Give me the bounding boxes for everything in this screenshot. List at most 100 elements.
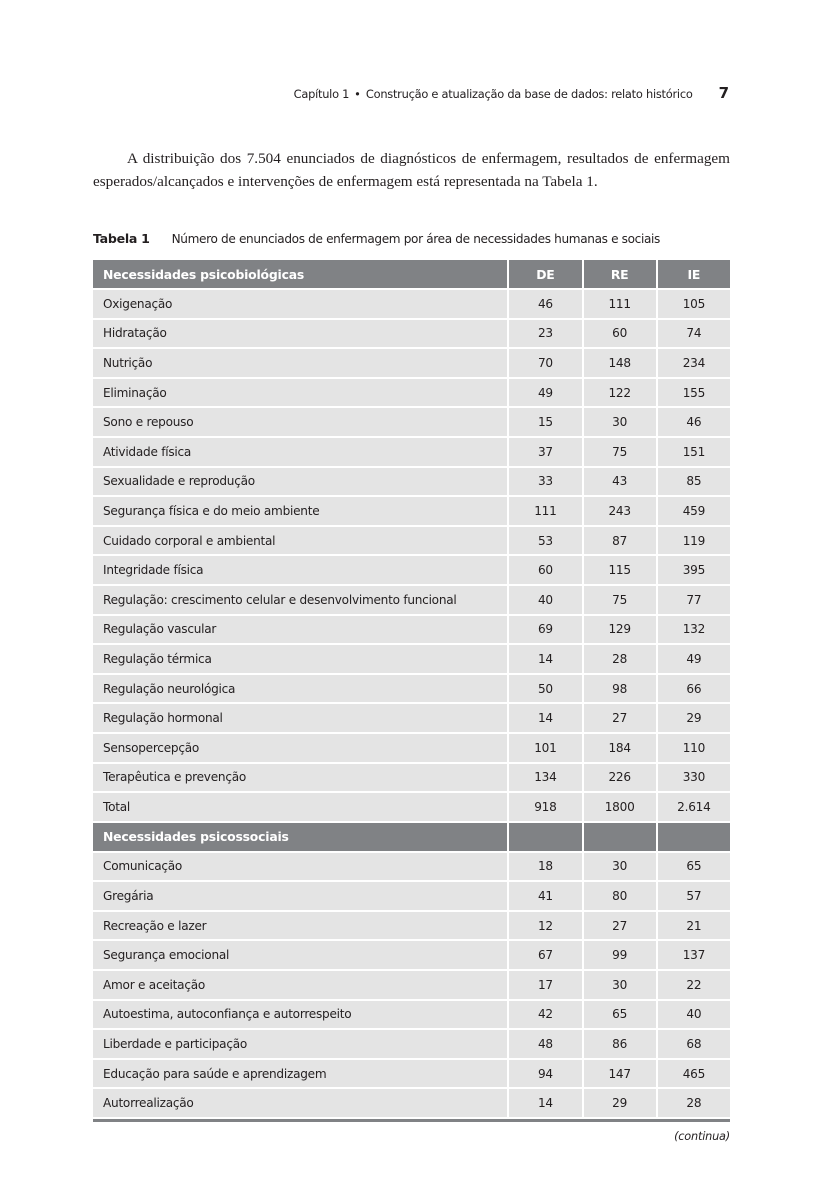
cell-re: 28 (581, 645, 656, 675)
cell-de: 18 (507, 852, 582, 883)
table-row: Regulação neurológica 50 98 66 (93, 674, 730, 705)
row-label: Educação para saúde e aprendizagem (93, 1059, 508, 1090)
cell-de: 94 (507, 1059, 582, 1090)
row-label: Eliminação (93, 378, 508, 409)
cell-de: 33 (507, 467, 582, 498)
row-label: Segurança física e do meio ambiente (93, 497, 508, 527)
cell-de: 40 (507, 585, 582, 616)
cell-ie: 105 (655, 290, 730, 320)
cell-de: 14 (507, 1089, 582, 1118)
table-row: Autorrealização 14 29 28 (93, 1089, 730, 1118)
cell-re: 27 (581, 704, 656, 734)
table-row: Amor e aceitação 17 30 22 (93, 971, 730, 1001)
row-label: Sono e repouso (93, 408, 508, 438)
table-row: Educação para saúde e aprendizagem 94 147 4… (93, 1059, 730, 1090)
section-header-spacer (655, 822, 730, 853)
table-row: Regulação: crescimento celular e desenvo… (93, 585, 730, 616)
continuation-note: (continua) (674, 1130, 730, 1144)
table-row: Gregária 41 80 57 (93, 882, 730, 912)
table-row: Integridade física 60 115 395 (93, 556, 730, 586)
row-label: Regulação neurológica (93, 674, 508, 705)
table-row: Segurança física e do meio ambiente 111 24… (93, 497, 730, 527)
cell-de: 111 (507, 497, 582, 527)
cell-de: 918 (507, 793, 582, 823)
table-row: Cuidado corporal e ambiental 53 87 119 (93, 526, 730, 557)
cell-ie: 155 (655, 378, 730, 409)
row-label: Regulação térmica (93, 645, 508, 675)
column-header-ie: IE (655, 260, 730, 290)
cell-ie: 74 (655, 319, 730, 350)
row-label: Regulação vascular (93, 615, 508, 646)
table-container: Necessidades psicobiológicas DE RE IE Oxigen… (93, 260, 730, 1162)
running-head-title: Construção e atualização da base de dado… (365, 87, 693, 101)
cell-re: 30 (581, 971, 656, 1001)
cell-de: 17 (507, 971, 582, 1001)
cell-re: 115 (581, 556, 656, 586)
table-row: Sensopercepção 101 184 110 (93, 733, 730, 764)
cell-re: 184 (581, 733, 656, 764)
cell-ie: 46 (655, 408, 730, 438)
table-row: Liberdade e participação 48 86 68 (93, 1030, 730, 1060)
row-label: Oxigenação (93, 290, 508, 320)
cell-de: 101 (507, 733, 582, 764)
row-label: Regulação hormonal (93, 704, 508, 734)
row-label: Cuidado corporal e ambiental (93, 526, 508, 557)
cell-re: 60 (581, 319, 656, 350)
cell-re: 147 (581, 1059, 656, 1090)
cell-de: 12 (507, 911, 582, 942)
table-row: Regulação vascular 69 129 132 (93, 615, 730, 646)
cell-ie: 21 (655, 911, 730, 942)
table-body: Necessidades psicobiológicas DE RE IE Oxigen… (93, 260, 730, 1118)
cell-re: 87 (581, 526, 656, 557)
cell-ie: 28 (655, 1089, 730, 1118)
cell-de: 53 (507, 526, 582, 557)
table-row: Oxigenação 46 111 105 (93, 290, 730, 320)
bullet-separator-icon: • (354, 87, 361, 101)
cell-re: 29 (581, 1089, 656, 1118)
cell-de: 41 (507, 882, 582, 912)
table-row: Terapêutica e prevenção 134 226 330 (93, 763, 730, 794)
table-caption-label: Tabela 1 (93, 231, 150, 246)
cell-re: 75 (581, 437, 656, 468)
section-header-spacer (507, 822, 582, 853)
table-row: Atividade física 37 75 151 (93, 437, 730, 468)
cell-de: 23 (507, 319, 582, 350)
cell-ie: 2.614 (655, 793, 730, 823)
page-number: 7 (718, 84, 729, 102)
row-label: Autoestima, autoconfiança e autorrespeit… (93, 1000, 508, 1031)
row-label: Amor e aceitação (93, 971, 508, 1001)
cell-ie: 49 (655, 645, 730, 675)
row-label: Comunicação (93, 852, 508, 883)
cell-re: 43 (581, 467, 656, 498)
table-row: Autoestima, autoconfiança e autorrespeit… (93, 1000, 730, 1031)
cell-ie: 459 (655, 497, 730, 527)
cell-re: 30 (581, 852, 656, 883)
cell-ie: 110 (655, 733, 730, 764)
cell-de: 46 (507, 290, 582, 320)
cell-de: 42 (507, 1000, 582, 1031)
table-caption: Tabela 1 Número de enunciados de enferma… (93, 231, 730, 246)
table-row: Regulação térmica 14 28 49 (93, 645, 730, 675)
cell-re: 98 (581, 674, 656, 705)
row-label: Regulação: crescimento celular e desenvo… (93, 585, 508, 616)
cell-de: 14 (507, 645, 582, 675)
cell-ie: 119 (655, 526, 730, 557)
cell-re: 27 (581, 911, 656, 942)
cell-re: 75 (581, 585, 656, 616)
cell-de: 14 (507, 704, 582, 734)
table-bottom-rule (93, 1119, 730, 1123)
row-label: Sensopercepção (93, 733, 508, 764)
table-row: Comunicação 18 30 65 (93, 852, 730, 883)
intro-paragraph: A distribuição dos 7.504 enunciados de d… (93, 150, 730, 190)
cell-re: 148 (581, 349, 656, 379)
row-label: Gregária (93, 882, 508, 912)
cell-de: 48 (507, 1030, 582, 1060)
table-row: Sono e repouso 15 30 46 (93, 408, 730, 438)
cell-de: 50 (507, 674, 582, 705)
table-row: Nutrição 70 148 234 (93, 349, 730, 379)
cell-re: 99 (581, 941, 656, 972)
table-section-header: Necessidades psicobiológicas DE RE IE (93, 260, 730, 290)
table-row: Regulação hormonal 14 27 29 (93, 704, 730, 734)
cell-de: 49 (507, 378, 582, 409)
